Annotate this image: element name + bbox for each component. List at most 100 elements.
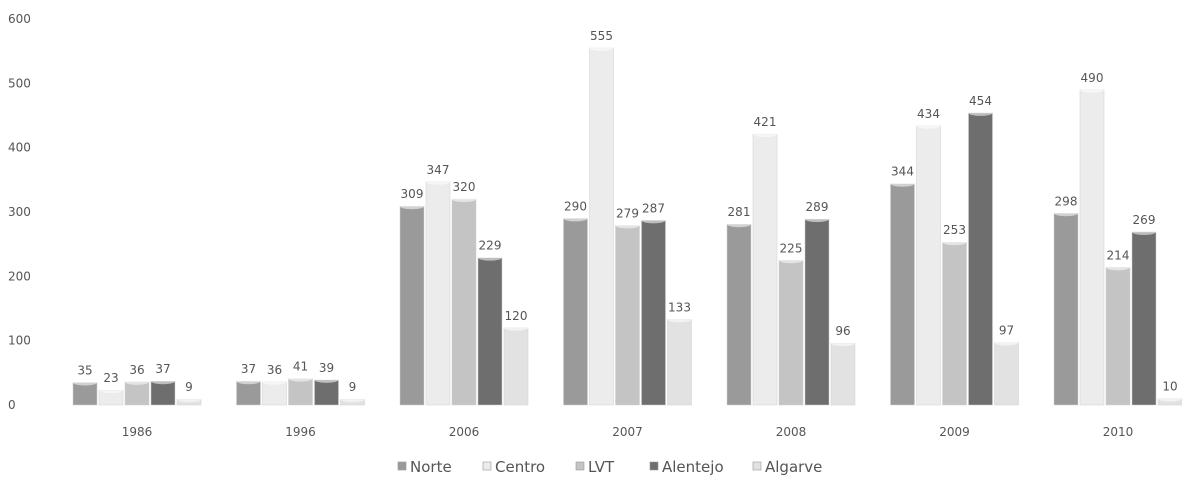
data-label: 289 <box>806 200 829 214</box>
bar <box>1053 213 1079 406</box>
legend-label: Norte <box>410 458 452 476</box>
bar-top <box>1132 228 1156 235</box>
data-label: 290 <box>564 199 587 213</box>
data-label: 320 <box>453 180 476 194</box>
bar <box>477 257 503 406</box>
data-label: 490 <box>1081 71 1104 85</box>
bar-top <box>994 339 1019 346</box>
bar <box>425 181 451 406</box>
bar-top <box>452 196 476 203</box>
bar-top <box>1158 395 1182 402</box>
bar-top <box>125 378 149 385</box>
y-tick-label: 600 <box>8 12 31 26</box>
bar <box>589 47 614 406</box>
bar-top <box>968 109 993 116</box>
data-label: 97 <box>999 324 1014 338</box>
bar <box>451 198 477 406</box>
data-label: 37 <box>155 362 170 376</box>
bar <box>150 380 176 406</box>
x-tick-label: 1986 <box>122 425 153 439</box>
bar <box>641 220 666 406</box>
bar <box>916 125 941 406</box>
data-label: 281 <box>728 205 751 219</box>
y-tick-label: 200 <box>8 269 31 283</box>
bar-top <box>1054 210 1078 217</box>
x-tick-label: 2010 <box>1103 425 1134 439</box>
bar-top <box>288 375 313 382</box>
bar-top <box>589 44 614 51</box>
y-tick-label: 300 <box>8 205 31 219</box>
data-label: 344 <box>891 165 914 179</box>
data-label: 225 <box>780 241 803 255</box>
y-tick-label: 0 <box>8 398 16 412</box>
legend-label: LVT <box>588 458 615 476</box>
bar-top <box>426 178 450 185</box>
data-label: 214 <box>1107 248 1130 262</box>
bar <box>563 218 588 406</box>
data-label: 269 <box>1133 213 1156 227</box>
data-label: 37 <box>241 362 256 376</box>
bar-top <box>890 180 915 187</box>
y-tick-label: 500 <box>8 76 31 90</box>
bar <box>314 379 339 406</box>
bar-top <box>73 379 97 386</box>
bar <box>804 218 830 406</box>
data-label: 287 <box>642 201 665 215</box>
bar-top <box>831 340 855 347</box>
bar <box>830 342 856 406</box>
legend-swatch <box>397 461 407 471</box>
bar-top <box>504 324 528 331</box>
bar <box>503 327 529 406</box>
bar-top <box>400 203 424 210</box>
data-label: 120 <box>505 309 528 323</box>
legend-swatch <box>752 461 762 471</box>
bar <box>288 378 313 406</box>
legend-label: Algarve <box>765 458 822 476</box>
bar <box>726 223 752 406</box>
bar-top <box>805 216 829 223</box>
bar-top <box>615 222 640 229</box>
data-label: 434 <box>917 107 940 121</box>
data-label: 133 <box>668 300 691 314</box>
x-tick-label: 2008 <box>776 425 807 439</box>
bar <box>1105 267 1131 406</box>
data-label: 39 <box>319 361 334 375</box>
bar-top <box>1080 86 1104 93</box>
data-label: 9 <box>349 380 357 394</box>
data-label: 454 <box>969 94 992 108</box>
bar <box>72 382 98 406</box>
data-label: 555 <box>590 29 613 43</box>
data-label: 23 <box>103 371 118 385</box>
legend-swatch <box>482 461 492 471</box>
bar-top <box>340 396 365 403</box>
data-label: 36 <box>267 363 282 377</box>
bar-top <box>151 378 175 385</box>
data-label: 298 <box>1055 194 1078 208</box>
data-label: 309 <box>401 187 424 201</box>
bar-top <box>262 378 287 385</box>
bar <box>752 133 778 406</box>
legend-label: Centro <box>495 458 545 476</box>
bar-top <box>236 378 261 385</box>
bar <box>236 380 261 406</box>
bar-top <box>916 122 941 129</box>
bar <box>968 112 993 406</box>
bar <box>942 241 967 406</box>
bar <box>262 381 287 406</box>
bar <box>890 183 915 406</box>
data-label: 96 <box>835 324 850 338</box>
bar <box>667 319 692 406</box>
legend-swatch <box>649 461 659 471</box>
data-label: 229 <box>479 239 502 253</box>
bar <box>615 225 640 406</box>
bar <box>778 260 804 406</box>
bar-top <box>314 376 339 383</box>
bar <box>1079 89 1105 406</box>
bar-top <box>727 221 751 228</box>
bar <box>1131 231 1157 406</box>
data-label: 9 <box>185 380 193 394</box>
x-tick-label: 2009 <box>939 425 970 439</box>
data-label: 41 <box>293 360 308 374</box>
